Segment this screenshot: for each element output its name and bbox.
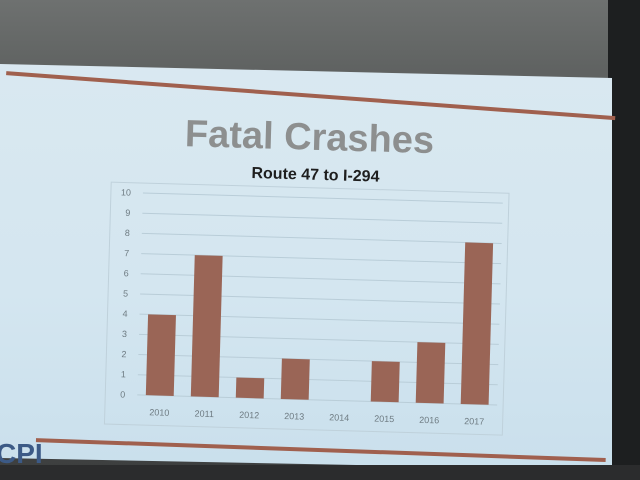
cpi-logo: CPI <box>0 438 43 469</box>
x-tick-label: 2015 <box>374 414 394 425</box>
top-accent-line <box>6 71 616 121</box>
bar-2013 <box>280 358 310 400</box>
y-tick-label: 1 <box>121 369 126 379</box>
audience-foreground <box>0 465 640 480</box>
y-tick-label: 7 <box>124 248 129 258</box>
bar-2015 <box>370 361 400 403</box>
screen-frame <box>608 0 640 480</box>
x-tick-label: 2011 <box>194 409 214 420</box>
x-tick-label: 2016 <box>419 415 439 426</box>
y-tick-label: 4 <box>122 309 127 319</box>
x-tick-label: 2012 <box>239 410 259 421</box>
gridline <box>141 232 502 244</box>
x-tick-label: 2010 <box>149 407 169 418</box>
y-tick-label: 6 <box>124 268 129 278</box>
y-tick-label: 0 <box>120 389 125 399</box>
bar-2010 <box>145 314 176 396</box>
x-tick-label: 2013 <box>284 411 304 422</box>
y-tick-label: 2 <box>121 349 126 359</box>
bottom-accent-line <box>35 438 606 463</box>
x-tick-label: 2014 <box>329 412 349 423</box>
bar-2012 <box>235 377 265 399</box>
bar-2011 <box>190 255 223 398</box>
slide-subtitle: Route 47 to I-294 <box>251 165 380 186</box>
y-tick-label: 3 <box>122 329 127 339</box>
y-tick-label: 10 <box>121 187 131 197</box>
gridline <box>142 212 503 224</box>
bar-2017 <box>460 242 494 405</box>
y-tick-label: 8 <box>125 228 130 238</box>
gridline <box>142 192 503 204</box>
bar-2016 <box>415 342 446 404</box>
y-tick-label: 9 <box>125 208 130 218</box>
slide-title: Fatal Crashes <box>184 113 434 162</box>
chart-area <box>103 181 510 436</box>
y-tick-label: 5 <box>123 289 128 299</box>
x-tick-label: 2017 <box>464 416 484 427</box>
